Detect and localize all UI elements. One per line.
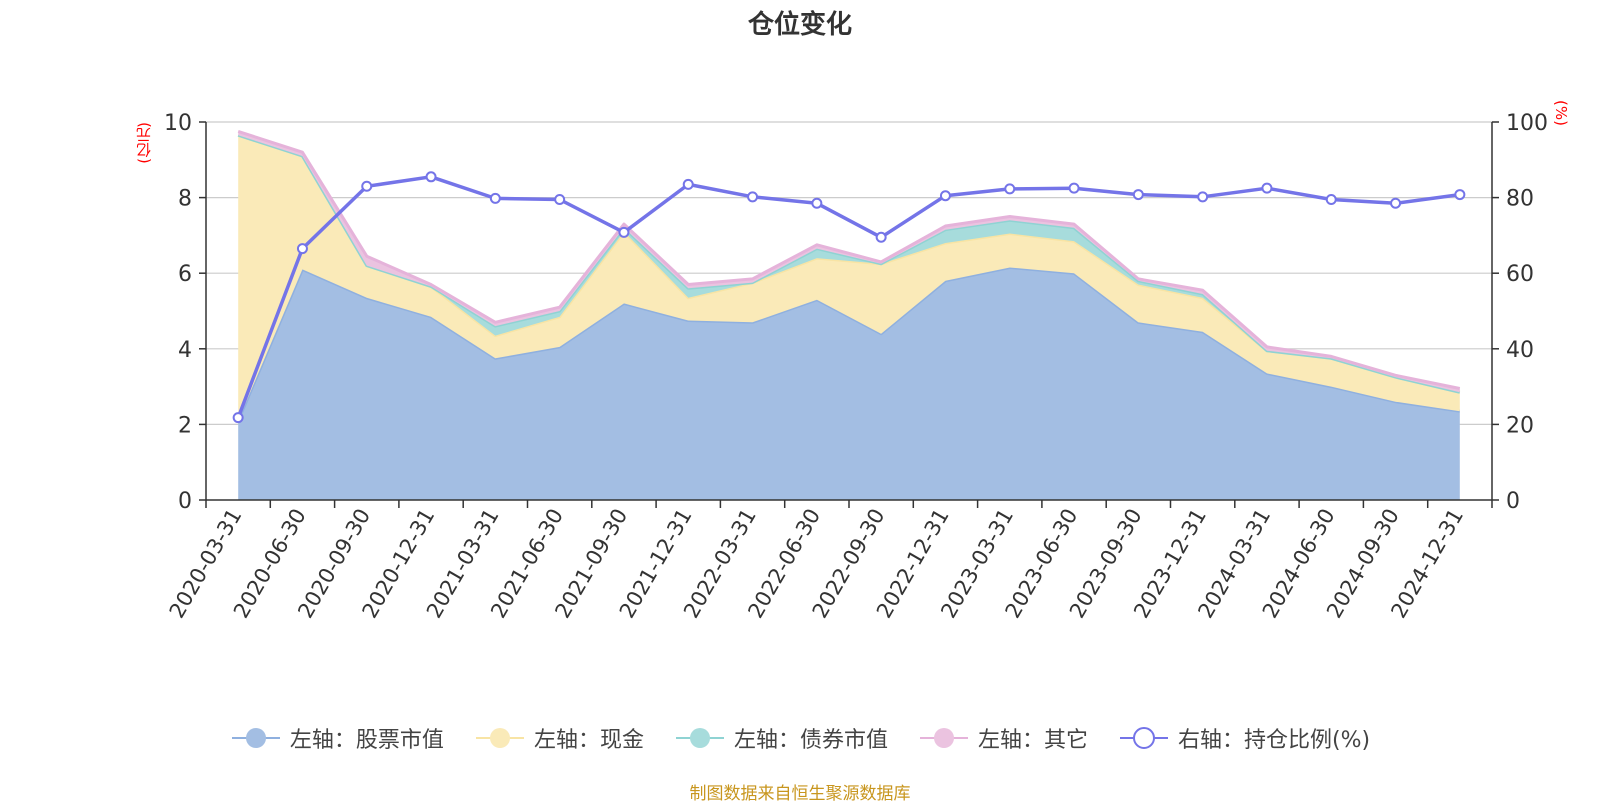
left-tick-label-0: 0	[178, 489, 192, 514]
right-tick-label-3: 60	[1506, 262, 1534, 287]
chart-title: 仓位变化	[747, 10, 852, 40]
ratio-point-7	[682, 178, 694, 190]
ratio-point-0	[232, 412, 244, 424]
ratio-point-14	[1132, 189, 1144, 201]
right-tick-label-2: 40	[1506, 338, 1534, 363]
ratio-point-5	[554, 193, 566, 205]
left-tick-label-5: 10	[164, 111, 192, 136]
legend-marker-stock	[231, 728, 280, 748]
right-axis-unit: (%)	[1552, 100, 1570, 126]
area-series-1	[238, 135, 1460, 421]
right-tick-label-4: 80	[1506, 187, 1534, 212]
ratio-point-17	[1325, 193, 1337, 205]
legend-item-stock[interactable]: 左轴：股票市值	[230, 722, 444, 754]
left-tick-label-3: 6	[178, 262, 192, 287]
ratio-point-4	[489, 192, 501, 204]
legend-label-bond: 左轴：债券市值	[733, 728, 888, 753]
ratio-point-2	[361, 180, 373, 192]
ratio-point-10	[875, 231, 887, 243]
legend-marker-cash	[475, 728, 524, 748]
legend-item-cash[interactable]: 左轴：现金	[474, 722, 644, 754]
legend-marker-ratio	[1119, 727, 1168, 749]
right-tick-label-0: 0	[1506, 489, 1520, 514]
ratio-point-6	[618, 226, 630, 238]
legend-marker-other	[919, 728, 968, 748]
left-tick-label-4: 8	[178, 187, 192, 212]
right-tick-label-5: 100	[1506, 111, 1548, 136]
legend-item-ratio[interactable]: 右轴：持仓比例(%)	[1118, 722, 1370, 754]
right-tick-label-1: 20	[1506, 413, 1534, 438]
ratio-point-13	[1068, 182, 1080, 194]
area-edge-series-3	[237, 129, 1461, 390]
legend-marker-bond	[675, 728, 724, 748]
ratio-point-12	[1004, 183, 1016, 195]
left-tick-label-2: 4	[178, 338, 192, 363]
ratio-point-8	[747, 191, 759, 203]
legend-label-other: 左轴：其它	[977, 728, 1088, 753]
ratio-point-15	[1197, 191, 1209, 203]
ratio-point-19	[1454, 189, 1466, 201]
ratio-point-3	[425, 171, 437, 183]
ratio-point-11	[939, 190, 951, 202]
legend-item-bond[interactable]: 左轴：债券市值	[674, 722, 888, 754]
data-source-note: 制图数据来自恒生聚源数据库	[689, 784, 911, 804]
legend-label-cash: 左轴：现金	[533, 728, 644, 753]
legend-item-other[interactable]: 左轴：其它	[918, 722, 1088, 754]
ratio-point-16	[1261, 182, 1273, 194]
ratio-line	[236, 175, 1461, 419]
legend-label-stock: 左轴：股票市值	[289, 728, 444, 753]
legend-label-ratio: 右轴：持仓比例(%)	[1177, 728, 1371, 753]
ratio-point-9	[811, 197, 823, 209]
left-tick-label-1: 2	[178, 413, 192, 438]
ratio-point-18	[1390, 197, 1402, 209]
chart-legend: 左轴：股票市值 左轴：现金 左轴：债券市值 左轴：其它 右轴：持仓比例(%)	[0, 722, 1600, 754]
ratio-point-1	[296, 243, 308, 255]
